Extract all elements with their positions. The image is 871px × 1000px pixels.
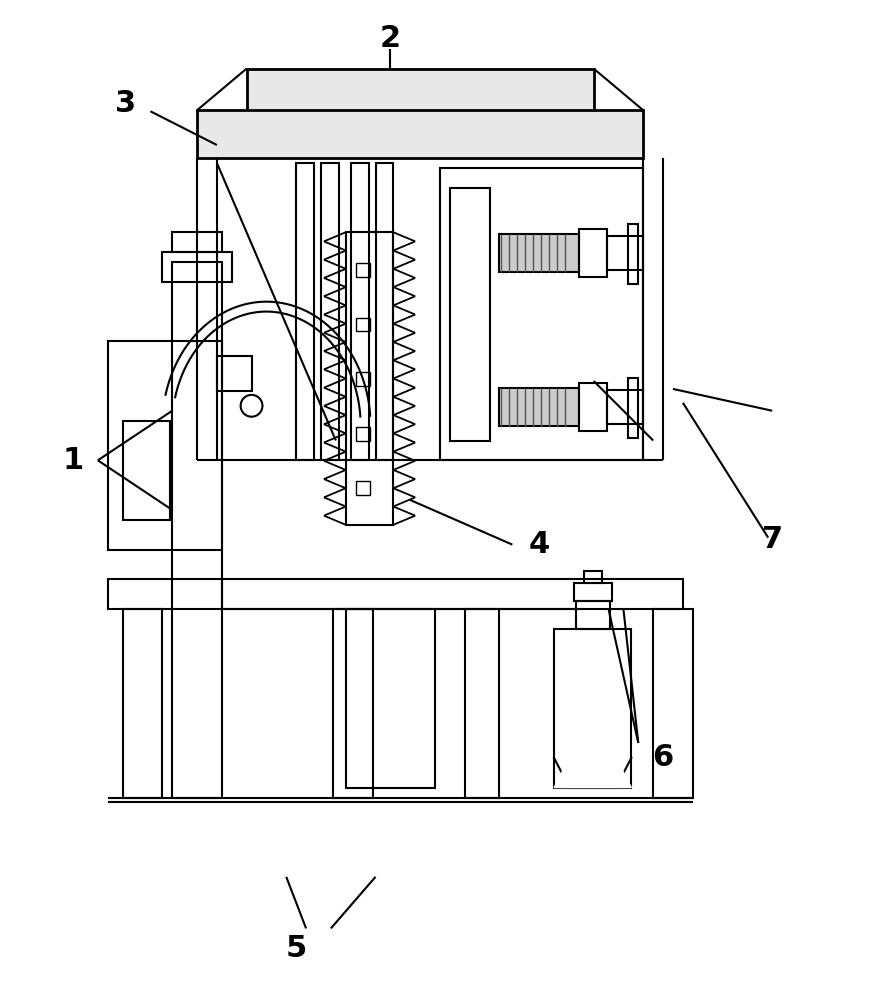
Bar <box>296 163 314 460</box>
Text: 5: 5 <box>286 934 307 963</box>
Bar <box>355 263 369 277</box>
Text: 4: 4 <box>529 530 550 559</box>
Bar <box>346 232 394 525</box>
Bar <box>355 318 369 331</box>
Bar <box>162 252 232 282</box>
Bar <box>375 163 394 460</box>
Bar <box>333 609 373 798</box>
Bar <box>123 421 170 520</box>
Bar <box>499 234 579 272</box>
Text: 7: 7 <box>761 525 783 554</box>
Bar <box>628 378 638 438</box>
Text: 1: 1 <box>63 446 84 475</box>
Bar <box>574 583 611 601</box>
Bar <box>450 188 490 440</box>
Text: 6: 6 <box>652 743 673 772</box>
Bar <box>576 601 610 629</box>
Bar <box>606 390 644 424</box>
Bar <box>351 163 368 460</box>
Bar <box>123 609 162 798</box>
Bar <box>197 110 644 158</box>
Bar <box>499 388 579 426</box>
Bar <box>246 69 594 113</box>
Bar <box>355 427 369 440</box>
Bar <box>355 372 369 386</box>
Bar <box>465 609 499 798</box>
Bar <box>172 262 222 798</box>
Bar <box>321 163 339 460</box>
Text: 2: 2 <box>380 24 401 53</box>
Bar <box>653 609 692 798</box>
Bar <box>554 629 631 788</box>
Bar <box>584 571 602 583</box>
Bar <box>606 236 644 270</box>
Bar <box>355 481 369 495</box>
Bar <box>440 168 644 460</box>
Bar <box>172 232 222 252</box>
Bar <box>108 341 222 550</box>
Bar <box>628 224 638 284</box>
Bar <box>108 579 683 609</box>
Bar <box>579 383 606 431</box>
Polygon shape <box>554 758 631 788</box>
Bar <box>346 609 435 788</box>
Bar <box>579 229 606 277</box>
Text: 3: 3 <box>115 89 136 118</box>
Bar <box>217 356 252 391</box>
